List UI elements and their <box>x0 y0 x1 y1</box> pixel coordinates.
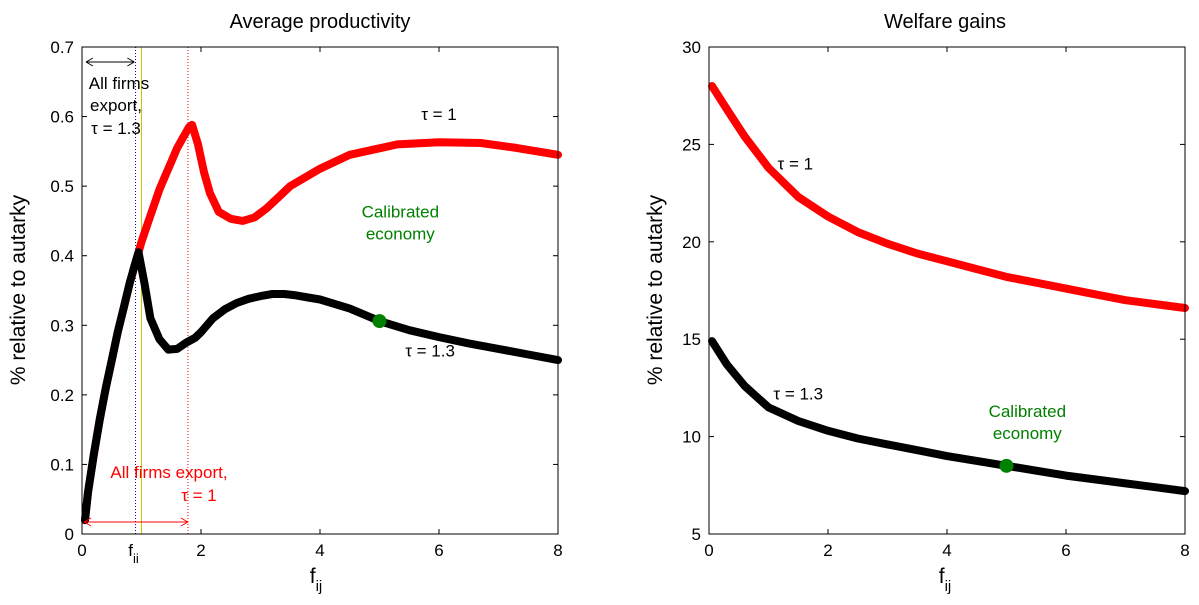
right-annotations: τ = 1 τ = 1.3 Calibrated economy <box>773 155 1066 473</box>
right-series-label-tau-1: τ = 1 <box>778 155 814 174</box>
left-black-arrowhead-left <box>85 57 94 67</box>
right-calibrated-point <box>999 458 1014 473</box>
left-plot-frame <box>81 46 559 535</box>
right-y-axis-label: % relative to autarky <box>644 194 667 385</box>
right-axis-ticks: 0 2 4 6 8 5 10 15 20 25 30 <box>682 38 1190 560</box>
right-x-axis-label-main: f <box>939 565 945 588</box>
right-calibrated-label-line2: economy <box>993 424 1062 443</box>
left-red-arrowhead-left <box>83 517 92 527</box>
left-calibrated-label-line2: economy <box>366 224 435 243</box>
left-y-tick-label: 0.7 <box>50 38 74 57</box>
left-x-tick-label: 6 <box>434 541 443 560</box>
left-x-tick-label: 2 <box>196 541 205 560</box>
left-series-label-tau-1-3: τ = 1.3 <box>405 342 455 361</box>
right-x-tick-label: 8 <box>1180 541 1189 560</box>
right-series-lines <box>708 82 1189 496</box>
left-x-axis-label-sub: ij <box>316 578 323 595</box>
left-black-arrowhead-right <box>127 57 135 67</box>
left-fii-tick-label: fii <box>128 541 139 566</box>
right-series-line-tau-1 <box>708 82 1189 312</box>
left-red-annotation-line-1: τ = 1 <box>181 486 217 505</box>
left-series-label-tau-1: τ = 1 <box>421 105 457 124</box>
left-series-lines <box>81 120 562 525</box>
right-y-tick-label: 25 <box>682 135 701 154</box>
left-x-axis-label-main: f <box>310 565 316 588</box>
right-y-tick-label: 30 <box>682 38 701 57</box>
left-y-axis-label: % relative to autarky <box>7 194 30 385</box>
right-y-tick-label: 5 <box>692 525 701 544</box>
left-calibrated-label-line1: Calibrated <box>362 202 440 221</box>
left-red-annotation-line-0: All firms export, <box>110 463 227 482</box>
left-fii-tick-label-sub: ii <box>133 551 139 566</box>
right-x-tick-label: 4 <box>942 541 951 560</box>
right-x-tick-label: 6 <box>1061 541 1070 560</box>
left-y-tick-label: 0 <box>65 525 74 544</box>
right-x-axis-label-sub: ij <box>945 578 952 595</box>
left-annotations: τ = 1 τ = 1.3 Calibrated economy All firms ex… <box>83 57 457 527</box>
left-chart-title: Average productivity <box>230 11 411 33</box>
left-x-tick-label: 4 <box>315 541 324 560</box>
left-y-tick-label: 0.5 <box>50 177 74 196</box>
average-productivity-panel: Average productivity % relative to autar… <box>7 11 563 595</box>
right-y-tick-label: 20 <box>682 233 701 252</box>
left-axis-ticks: 0 2 4 6 8 0 0.1 0.2 0.3 0.4 0.5 0.6 0.7 fii <box>50 38 562 566</box>
right-x-axis-label: fij <box>939 565 952 595</box>
left-calibrated-point <box>372 314 387 329</box>
right-series-line-tau-1-3 <box>708 337 1189 496</box>
left-black-annotation-line-2: τ = 1.3 <box>91 119 141 138</box>
right-x-tick-label: 0 <box>704 541 713 560</box>
left-fii-tick-label-main: f <box>128 541 133 560</box>
right-y-tick-label: 15 <box>682 330 701 349</box>
right-x-tick-label: 2 <box>823 541 832 560</box>
right-plot-frame <box>708 46 1186 535</box>
right-calibrated-label-line1: Calibrated <box>989 402 1067 421</box>
right-series-label-tau-1-3: τ = 1.3 <box>773 385 823 404</box>
left-red-arrowhead-right <box>180 517 189 527</box>
left-black-annotation-line-1: export, <box>90 96 142 115</box>
right-chart-title: Welfare gains <box>884 11 1006 33</box>
left-black-annotation-line-0: All firms <box>89 74 149 93</box>
left-y-tick-label: 0.4 <box>50 247 74 266</box>
right-y-tick-label: 10 <box>682 428 701 447</box>
left-y-tick-label: 0.1 <box>50 455 74 474</box>
welfare-gains-panel: Welfare gains % relative to autarky fij … <box>644 11 1190 595</box>
left-x-tick-label: 8 <box>553 541 562 560</box>
left-x-tick-label: 0 <box>77 541 86 560</box>
left-y-tick-label: 0.3 <box>50 316 74 335</box>
left-y-tick-label: 0.2 <box>50 386 74 405</box>
left-x-axis-label: fij <box>310 565 323 595</box>
left-y-tick-label: 0.6 <box>50 108 74 127</box>
